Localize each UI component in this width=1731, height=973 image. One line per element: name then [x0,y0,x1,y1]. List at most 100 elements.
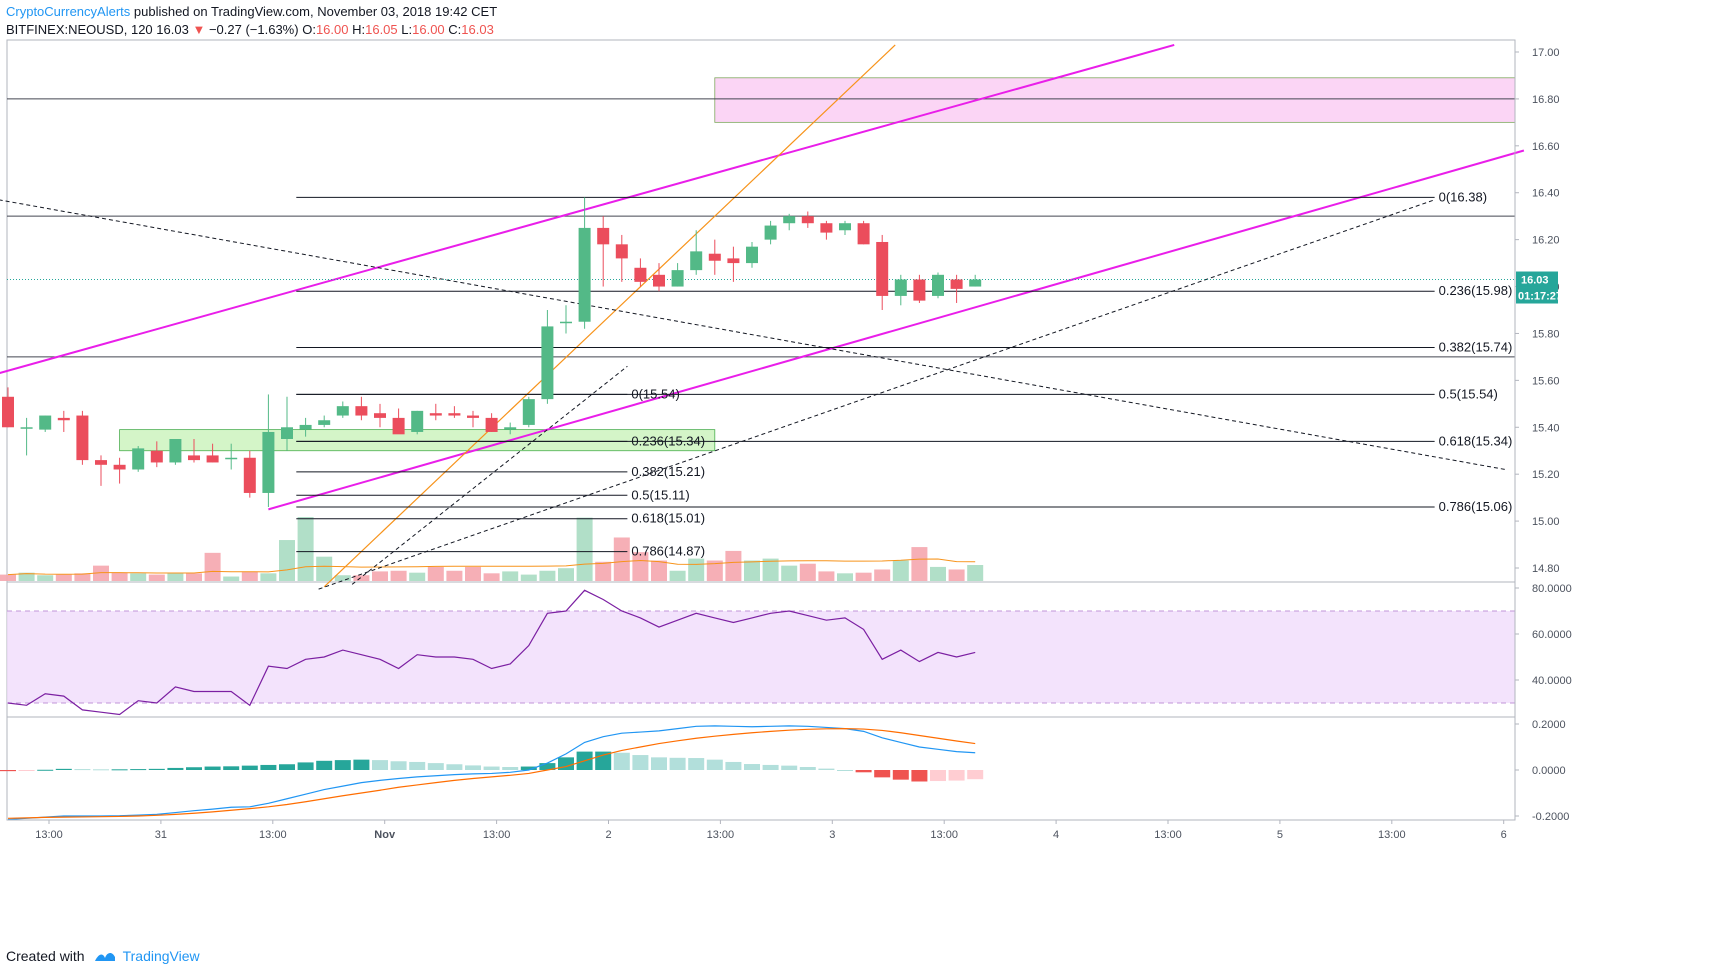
macd-histogram-bar [595,751,612,770]
y-tick-label: 15.20 [1532,469,1560,481]
rsi-pane[interactable] [7,589,1515,716]
candle[interactable] [708,239,721,275]
candle[interactable] [857,220,870,245]
volume-bar [874,569,891,581]
macd-histogram-bar [948,770,965,781]
candle[interactable] [243,450,256,498]
candle[interactable] [318,415,331,428]
candle[interactable] [76,410,89,465]
candle-body [318,420,331,425]
candle-body [411,410,424,432]
candle[interactable] [374,403,386,428]
candle[interactable] [541,310,554,404]
candle[interactable] [188,439,200,463]
x-tick-label: 13:00 [259,829,287,841]
candle[interactable] [39,415,52,432]
candle[interactable] [429,403,442,421]
candle[interactable] [746,241,758,268]
candle-body [801,216,814,224]
channel-line [0,44,1175,375]
candle[interactable] [522,396,535,428]
macd-histogram-bar [725,761,742,770]
candle[interactable] [913,274,926,303]
candle-body [281,427,293,439]
last-price-badge [1516,271,1558,288]
x-tick-label: 13:00 [1154,829,1182,841]
candle[interactable] [932,272,944,299]
candle[interactable] [950,274,963,303]
candle[interactable] [355,396,368,421]
candle-body [578,227,591,322]
author-link[interactable]: CryptoCurrencyAlerts [6,4,131,19]
rsi-line [7,589,976,716]
macd-histogram-bar [167,767,184,770]
candle[interactable] [690,230,703,275]
candle[interactable] [299,417,312,437]
candle[interactable] [20,417,33,456]
candle-body [169,439,182,463]
candle[interactable] [113,457,126,484]
candle[interactable] [411,410,424,435]
candle[interactable] [169,439,182,465]
candle[interactable] [727,246,740,282]
x-tick-label: 13:00 [930,829,958,841]
macd-histogram-bar [260,764,277,770]
candle[interactable] [504,422,517,435]
candle[interactable] [653,263,665,292]
candle[interactable] [876,234,889,310]
candle[interactable] [597,216,610,287]
candle-body [262,431,275,493]
candle-body [485,417,498,432]
volume-bar [818,571,835,581]
candle[interactable] [392,408,405,435]
candle[interactable] [150,441,163,468]
x-tick-label: 4 [1053,829,1059,841]
candles-layer[interactable] [2,197,982,508]
fib-level-label: 0(15.54) [631,386,679,401]
candle[interactable] [783,213,796,231]
candle[interactable] [820,220,833,240]
fib-labels-layer: 0(16.38) 0.236(15.98) 0.382(15.74) 0.5(15.5… [631,189,1512,558]
price-change: −0.27 (−1.63%) [208,22,299,37]
candle[interactable] [467,410,479,428]
candle[interactable] [95,455,107,486]
candle[interactable] [560,305,572,334]
volume-bar [316,556,333,581]
x-tick-label: 13:00 [483,829,511,841]
candle-body [727,258,740,264]
candle[interactable] [894,274,907,306]
x-tick-label: 6 [1501,829,1507,841]
volume-bar [111,572,128,581]
candle[interactable] [206,443,219,463]
volume-bar [911,547,928,581]
candle[interactable] [57,410,70,432]
candle[interactable] [578,197,591,329]
candle[interactable] [448,406,461,418]
candle[interactable] [2,387,14,428]
last-price: 16.03 [156,22,189,37]
candle[interactable] [485,413,498,432]
open-label: O: [302,22,316,37]
macd-histogram-bar [390,761,407,770]
candle[interactable] [634,258,647,287]
candle[interactable] [801,211,814,228]
candle[interactable] [839,220,851,235]
candle-body [653,274,665,287]
candle[interactable] [262,394,275,508]
candle[interactable] [225,443,238,470]
candle[interactable] [764,220,777,245]
candle[interactable] [336,401,349,418]
candle[interactable] [281,396,293,451]
orange-trendline [323,44,896,588]
symbol-label: BITFINEX:NEOUSD, 120 [6,22,153,37]
close-label: C: [448,22,462,37]
candle[interactable] [615,234,628,282]
candle[interactable] [969,274,982,287]
candle[interactable] [671,263,684,287]
candle[interactable] [132,446,145,472]
macd-pane[interactable] [0,725,984,821]
volume-bar [18,572,35,581]
volume-bar [241,572,258,581]
tradingview-link[interactable]: TradingView [122,948,200,964]
